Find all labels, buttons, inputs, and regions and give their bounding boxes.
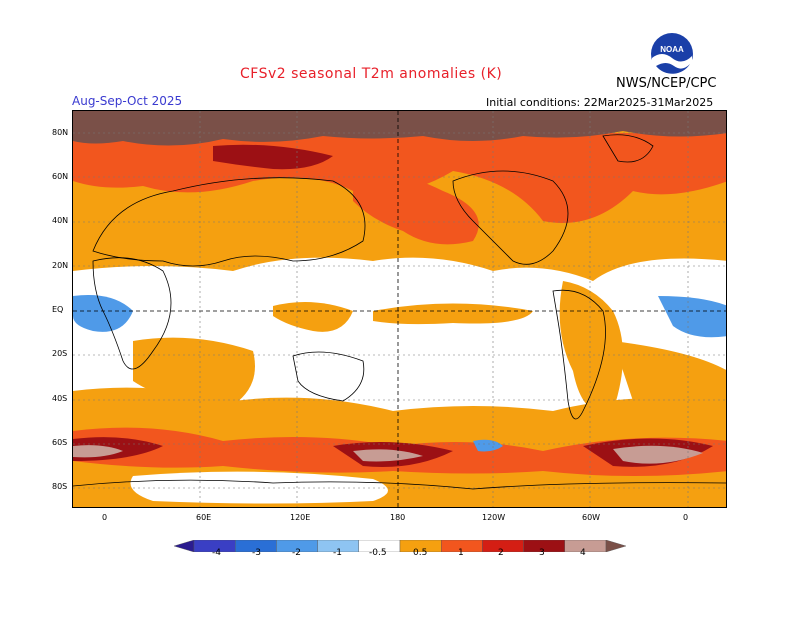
north-america-outline	[452, 170, 569, 265]
south-america-warm	[559, 281, 623, 413]
south-atlantic-warm	[613, 341, 726, 415]
lat-label-80s: 80S	[52, 482, 68, 491]
colorbar-label-neg3: -3	[252, 548, 261, 558]
lat-label-60s: 60S	[52, 438, 68, 447]
colorbar-label-neg2: -2	[292, 548, 301, 558]
colorbar-label-neg0-5: -0.5	[369, 548, 387, 558]
lat-label-80n: 80N	[52, 128, 69, 137]
lon-label-180: 180	[390, 513, 406, 522]
lon-label-0-west: 0	[102, 513, 108, 522]
colorbar-label-3: 3	[539, 548, 545, 558]
lat-label-40s: 40S	[52, 394, 68, 403]
so-extreme-pacific	[353, 449, 423, 462]
anomaly-map	[72, 110, 727, 508]
initial-conditions-label: Initial conditions: 22Mar2025-31Mar2025	[486, 96, 714, 109]
africa-outline	[92, 257, 172, 370]
colorbar-label-0-5: 0.5	[413, 548, 428, 558]
colorbar-label-4: 4	[580, 548, 586, 558]
greenland-outline	[602, 134, 654, 163]
colorbar-label-1: 1	[458, 548, 464, 558]
maritime-continent-warm	[273, 302, 353, 332]
continent-outlines	[73, 134, 726, 490]
lon-label-120e: 120E	[290, 513, 311, 522]
lon-label-60w: 60W	[582, 513, 601, 522]
lat-label-20s: 20S	[52, 349, 68, 358]
colorbar-segment	[605, 539, 627, 553]
arctic-cap	[73, 111, 726, 146]
lat-label-20n: 20N	[52, 261, 69, 270]
south-america-outline	[552, 289, 606, 420]
colorbar-svg	[173, 539, 627, 553]
colorbar-label-neg1: -1	[333, 548, 342, 558]
colorbar-label-2: 2	[498, 548, 504, 558]
chart-title: CFSv2 seasonal T2m anomalies (K)	[240, 66, 503, 82]
south-pacific-warm	[373, 303, 533, 325]
pacific-warm-patch	[353, 166, 479, 245]
noaa-logo-text: NOAA	[660, 45, 684, 54]
atlantic-cool-east	[658, 296, 726, 338]
so-extreme-west	[73, 445, 123, 458]
anomaly-map-svg	[73, 111, 726, 507]
colorbar-label-neg4: -4	[212, 548, 221, 558]
colorbar	[173, 537, 627, 553]
lon-label-120w: 120W	[482, 513, 506, 522]
lat-label-eq: EQ	[52, 305, 64, 314]
season-label: Aug-Sep-Oct 2025	[72, 94, 183, 108]
lat-label-40n: 40N	[52, 216, 69, 225]
atlantic-cool-patch	[73, 295, 133, 332]
antarctica-outline	[73, 479, 726, 490]
lon-label-60e: 60E	[196, 513, 212, 522]
map-grid	[73, 111, 726, 507]
eurasia-outline	[92, 177, 366, 267]
noaa-logo: NOAA	[650, 32, 694, 77]
lat-label-60n: 60N	[52, 172, 69, 181]
lon-label-0-east: 0	[683, 513, 689, 522]
map-equator-dateline	[73, 111, 726, 507]
colorbar-segment	[173, 539, 195, 553]
so-cool-patch	[473, 439, 503, 452]
antarctica-neutral	[130, 471, 388, 504]
organization-label: NWS/NCEP/CPC	[616, 76, 717, 91]
siberia-hot	[213, 144, 333, 170]
australia-outline	[292, 351, 365, 402]
so-extreme-east	[613, 445, 703, 464]
